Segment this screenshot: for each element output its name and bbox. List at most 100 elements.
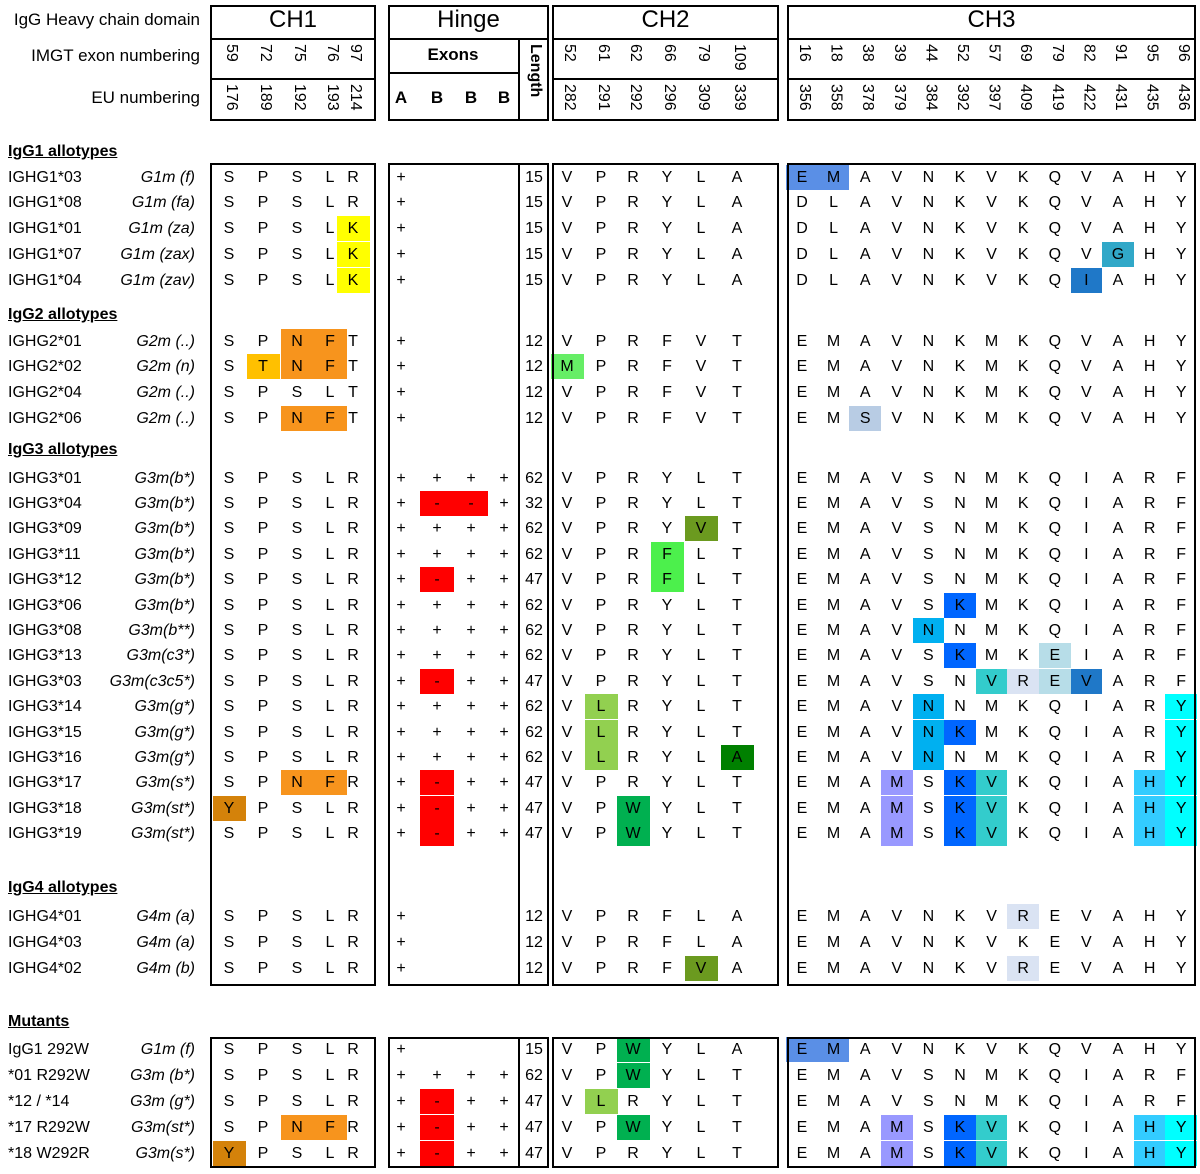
ch2-residue: A [731, 907, 743, 925]
ch3-residue: K [954, 410, 966, 428]
ch3-eu-number: 435 [1143, 84, 1161, 111]
allele-name: IGHG1*01 [8, 220, 82, 238]
ch1-residue: P [257, 621, 269, 639]
ch3-residue: K [954, 384, 966, 402]
hinge-length: 47 [525, 571, 543, 589]
ch1-residue: P [257, 410, 269, 428]
ch3-residue: M [826, 494, 841, 512]
ch2-residue: R [627, 410, 639, 428]
ch3-residue: V [891, 410, 903, 428]
ch3-residue: A [859, 723, 871, 741]
hinge-residue: + [396, 647, 406, 665]
hinge-residue: + [499, 520, 509, 538]
ch1-residue: F [313, 354, 347, 380]
ch3-residue: Y [1175, 168, 1187, 186]
ch3-residue: E [796, 1066, 808, 1084]
ch3-residue: Y [1175, 194, 1187, 212]
ch3-imgt-number: 18 [827, 44, 845, 62]
ch3-residue: A [859, 1092, 871, 1110]
ch3-residue: M [826, 1066, 841, 1084]
ch3-residue: E [796, 672, 808, 690]
ch3-residue: A [1112, 494, 1124, 512]
header-divider [210, 78, 376, 80]
allele-name: IGHG3*03 [8, 672, 82, 690]
ch1-residue: S [223, 1118, 235, 1136]
ch3-residue: I [1084, 1092, 1089, 1110]
ch3-residue: N [912, 617, 945, 643]
ch3-residue: M [881, 1114, 913, 1140]
ch1-residue: S [223, 959, 235, 977]
ch3-residue: M [984, 1092, 999, 1110]
allotype-label: G1m (zax) [120, 245, 195, 263]
allotype-label: G4m (a) [136, 933, 195, 951]
ch2-residue: V [561, 672, 573, 690]
ch3-residue: S [923, 647, 934, 665]
ch2-residue: L [584, 719, 618, 745]
ch1-residue: N [280, 406, 314, 432]
ch1-residue: Y [212, 795, 246, 821]
ch3-residue: L [829, 271, 839, 289]
ch2-eu-number: 296 [661, 84, 678, 111]
label-eu: EU numbering [91, 88, 200, 107]
ch1-allotypes-box [210, 163, 376, 986]
ch3-residue: D [796, 220, 808, 238]
ch3-residue: A [1112, 698, 1124, 716]
header-divider [518, 38, 520, 121]
ch3-residue: Q [1048, 245, 1062, 263]
allele-name: IGHG3*19 [8, 825, 82, 843]
allotype-label: G3m(g*) [134, 723, 195, 741]
ch1-residue: L [325, 168, 335, 186]
ch3-residue: K [954, 220, 966, 238]
ch3-residue: V [986, 194, 997, 212]
ch2-residue: V [561, 520, 573, 538]
ch3-residue: M [984, 647, 999, 665]
hinge-residue: - [420, 1140, 454, 1166]
allele-name: IgG1 292W [8, 1040, 89, 1058]
ch2-residue: V [561, 647, 573, 665]
ch3-residue: Y [1165, 821, 1197, 847]
allotype-label: G2m (..) [136, 384, 195, 402]
ch2-residue: L [696, 1066, 706, 1084]
ch2-residue: L [696, 723, 706, 741]
ch3-residue: A [859, 596, 871, 614]
ch3-residue: A [1112, 933, 1124, 951]
ch3-residue: M [826, 647, 841, 665]
group-heading: IgG2 allotypes [8, 306, 118, 323]
hinge-length: 12 [525, 358, 543, 376]
ch1-residue: S [223, 1066, 235, 1084]
ch1-imgt-number: 72 [257, 44, 274, 62]
hinge-residue: - [420, 1088, 454, 1114]
ch3-residue: E [796, 774, 808, 792]
ch2-residue: L [696, 799, 706, 817]
ch3-residue: M [826, 825, 841, 843]
ch1-residue: P [257, 672, 269, 690]
ch3-residue: V [1081, 1040, 1092, 1058]
ch2-residue: P [595, 168, 607, 186]
ch2-residue: P [595, 959, 607, 977]
allele-name: *12 / *14 [8, 1092, 70, 1110]
ch3-residue: A [1112, 271, 1124, 289]
ch2-residue: L [584, 744, 618, 770]
ch3-mutants-box [787, 1037, 1196, 1168]
hinge-residue: + [396, 469, 406, 487]
hinge-residue: + [466, 1092, 476, 1110]
ch2-residue: L [696, 469, 706, 487]
ch3-residue: M [984, 469, 999, 487]
ch3-residue: E [796, 494, 808, 512]
allotype-label: G3m(b*) [134, 545, 195, 563]
ch2-residue: L [584, 1088, 618, 1114]
ch2-residue: L [696, 698, 706, 716]
ch3-residue: I [1084, 647, 1089, 665]
ch2-residue: T [732, 571, 742, 589]
hinge-residue: + [396, 410, 406, 428]
ch2-imgt-number: 109 [731, 44, 748, 71]
ch3-residue: E [796, 545, 808, 563]
hinge-residue: + [396, 358, 406, 376]
ch3-residue: V [891, 358, 903, 376]
hinge-residue: + [396, 774, 406, 792]
ch2-residue: L [696, 1092, 706, 1110]
ch3-residue: Q [1048, 384, 1062, 402]
ch2-residue: T [732, 410, 742, 428]
ch1-residue: P [257, 1066, 269, 1084]
ch2-residue: T [732, 774, 742, 792]
